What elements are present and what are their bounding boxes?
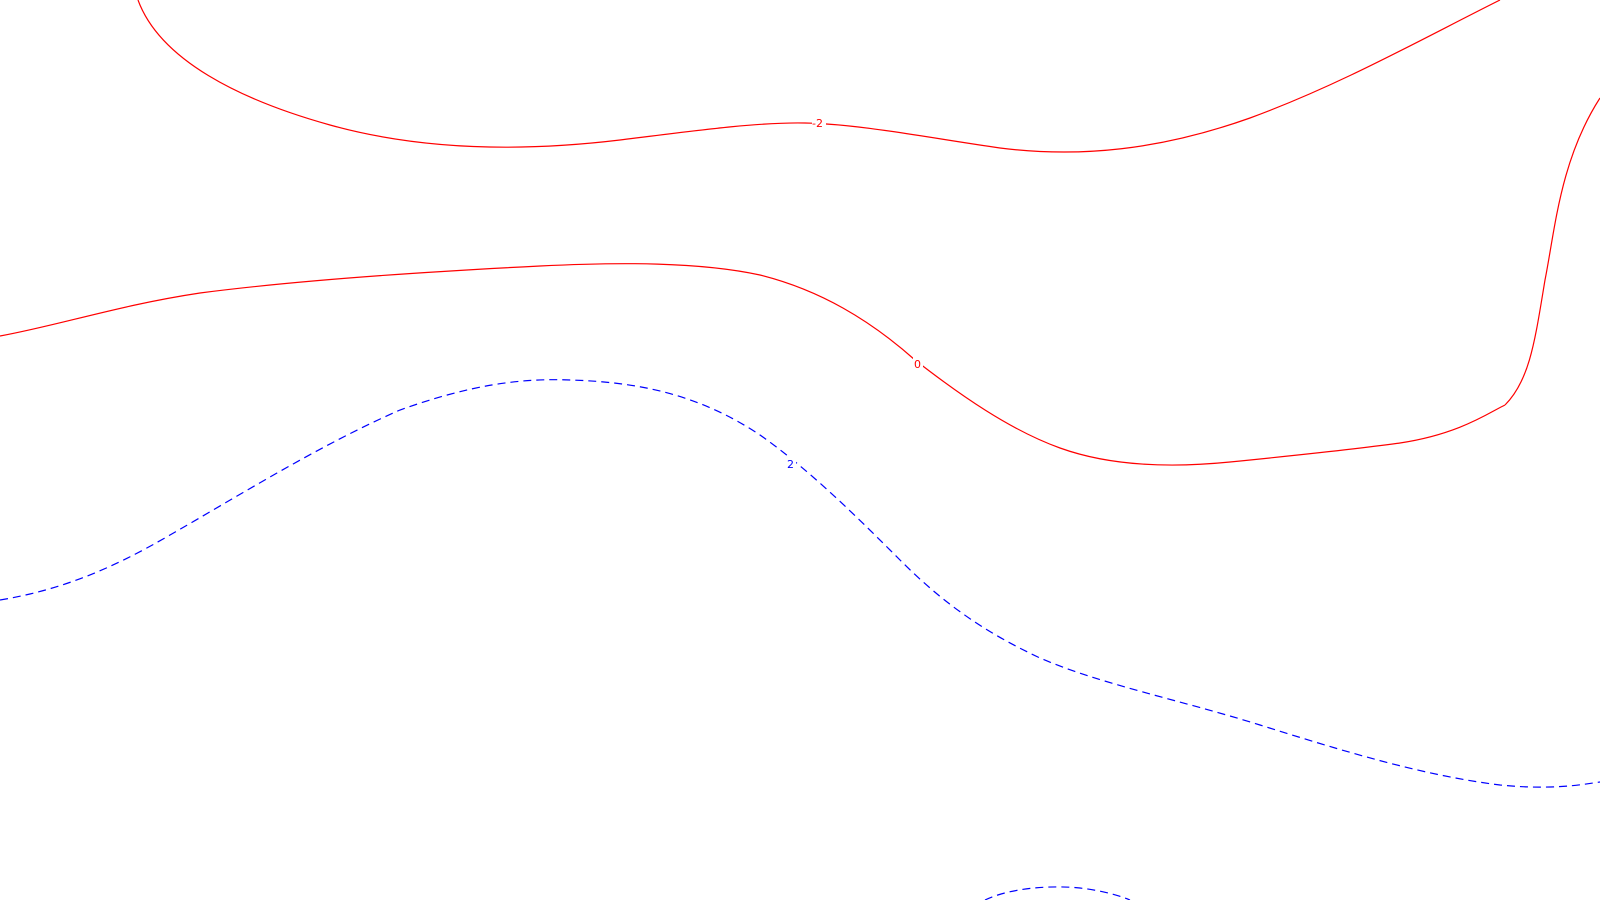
contour-label-2: 2 — [786, 457, 796, 471]
contour-line-0 — [0, 263, 1506, 466]
contour-line-2 — [0, 379, 1600, 788]
contour-line-2-bottom — [984, 886, 1131, 901]
svg-text:0: 0 — [914, 358, 921, 371]
svg-text:2: 2 — [787, 458, 794, 471]
contour-label-0: 0 — [913, 357, 923, 371]
contour-line-minus-2 — [137, 0, 1501, 153]
svg-text:-2: -2 — [812, 117, 823, 130]
contour-label-minus-2: -2 — [812, 116, 826, 130]
contour-line-minus-2-edge — [1504, 97, 1600, 406]
